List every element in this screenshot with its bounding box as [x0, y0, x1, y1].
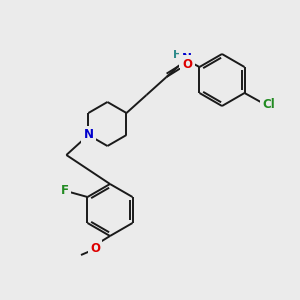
Text: O: O	[182, 58, 193, 70]
Text: H: H	[173, 50, 182, 60]
Text: O: O	[90, 242, 100, 256]
Text: Cl: Cl	[262, 98, 275, 112]
Text: N: N	[182, 52, 191, 65]
Text: F: F	[61, 184, 68, 197]
Text: N: N	[83, 128, 93, 142]
